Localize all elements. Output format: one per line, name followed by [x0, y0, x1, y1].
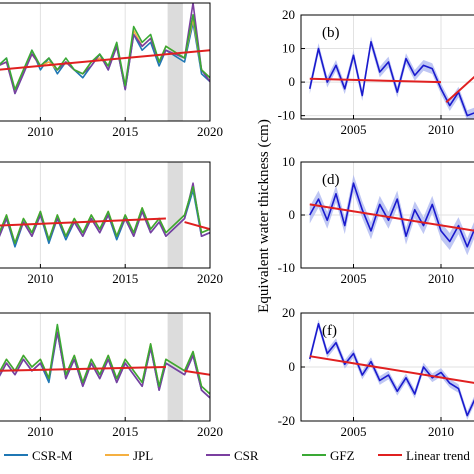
axes-frame: [0, 312, 211, 422]
x-tick-label: 2005: [341, 424, 367, 439]
y-tick-label: -10: [278, 260, 295, 275]
legend-label: CSR-M: [32, 448, 73, 463]
x-tick-label: 2015: [112, 124, 138, 139]
trend-line: [184, 369, 210, 376]
x-tick-label: 2010: [428, 424, 454, 439]
trend-line: [309, 203, 474, 232]
y-tick-label: 20: [282, 7, 295, 22]
uncertainty-band: [309, 319, 474, 420]
legend-item-jpl: JPL: [105, 448, 153, 463]
panel-left-2: 2010 2015 2020: [0, 161, 223, 286]
plot-area: [0, 3, 210, 121]
x-tick-label: 2010: [428, 122, 454, 137]
x-tick-label: 2020: [197, 271, 223, 286]
trend-line: [0, 366, 166, 372]
trend-line: [309, 355, 474, 384]
legend-item-gfz: GFZ: [302, 448, 355, 463]
panel-label: (d): [322, 172, 340, 188]
trend-line: [184, 221, 210, 231]
panel-b: 2005 2010 -10 0 10 20 (b): [278, 7, 474, 137]
trend-line: [0, 49, 210, 71]
legend-item-csr-m: CSR-M: [4, 448, 73, 463]
series-line-csr: [0, 182, 210, 245]
y-tick-label: 0: [289, 207, 296, 222]
panel-label: (f): [322, 323, 337, 339]
plot-area: [301, 162, 474, 268]
data-gap: [167, 162, 183, 268]
y-tick-label: 20: [282, 305, 295, 320]
y-axis-label: Equivalent water thickness (cm): [256, 119, 272, 313]
plot-area: [301, 313, 474, 421]
x-tick-label: 2020: [197, 124, 223, 139]
plot-area: [301, 15, 474, 119]
series-line-gfz: [0, 14, 210, 91]
y-tick-label: 0: [289, 359, 296, 374]
plot-area: [0, 313, 210, 421]
x-tick-label: 2010: [428, 271, 454, 286]
panel-f: 2005 2010 -20 0 20 (f): [278, 305, 474, 439]
x-tick-label: 2010: [27, 424, 53, 439]
legend-label: JPL: [133, 448, 153, 463]
legend-label: GFZ: [330, 448, 355, 463]
y-tick-label: 10: [282, 154, 295, 169]
panel-label: (b): [322, 25, 340, 41]
x-tick-label: 2020: [197, 424, 223, 439]
axes-frame: [0, 161, 211, 269]
trend-line: [445, 75, 474, 103]
y-tick-label: 10: [282, 41, 295, 56]
panel-left-3: 2010 2015 2020: [0, 312, 223, 439]
series-line-gfz: [0, 323, 210, 395]
legend-label: CSR: [234, 448, 259, 463]
data-gap: [167, 313, 183, 421]
y-tick-label: -20: [278, 413, 295, 428]
legend: CSR-M JPL CSR GFZ Linear trend: [4, 448, 470, 463]
axes-frame: [0, 2, 211, 122]
x-tick-label: 2010: [27, 271, 53, 286]
trend-line: [309, 77, 442, 84]
panel-left-1: 2010 2015 2020: [0, 2, 223, 139]
uncertainty-band: [309, 36, 474, 119]
trend-line: [0, 217, 166, 227]
legend-item-linear-trend: Linear trend: [378, 448, 470, 463]
series-line-ewt: [309, 182, 474, 248]
x-tick-label: 2005: [341, 271, 367, 286]
y-tick-label: -10: [278, 108, 295, 123]
series-line-gfz: [0, 185, 210, 245]
series-line-ewt: [308, 322, 474, 417]
axes-frame: [300, 14, 474, 120]
legend-label: Linear trend: [406, 448, 470, 463]
data-gap: [167, 3, 183, 121]
x-tick-label: 2005: [341, 122, 367, 137]
x-tick-label: 2015: [112, 271, 138, 286]
x-tick-label: 2015: [112, 424, 138, 439]
legend-item-csr: CSR: [206, 448, 259, 463]
panel-d: 2005 2010 -10 0 10 (d): [278, 154, 474, 286]
x-tick-label: 2010: [27, 124, 53, 139]
y-tick-label: 0: [289, 74, 296, 89]
series-line-ewt: [308, 41, 474, 117]
plot-area: [0, 162, 210, 268]
